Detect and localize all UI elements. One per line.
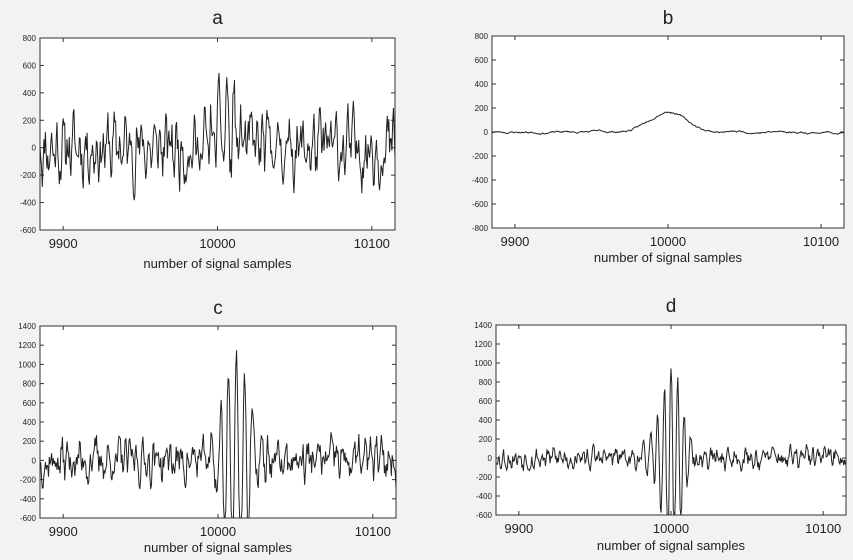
y-tick-label: 600 xyxy=(23,61,37,70)
y-tick-label: -400 xyxy=(20,495,37,504)
x-tick-label: 9900 xyxy=(49,236,78,251)
y-tick-label: -400 xyxy=(476,492,493,501)
plot-area xyxy=(39,37,396,231)
x-tick-label: 10000 xyxy=(199,236,235,251)
y-tick-label: -600 xyxy=(476,511,493,520)
y-tick-label: 800 xyxy=(475,32,489,41)
y-tick-label: 400 xyxy=(475,80,489,89)
y-tick-label: 400 xyxy=(23,89,37,98)
y-tick-label: 200 xyxy=(23,437,37,446)
y-tick-label: 0 xyxy=(488,454,493,463)
x-axis-label: number of signal samples xyxy=(594,250,743,265)
panel-title: a xyxy=(212,8,223,29)
y-tick-label: 1000 xyxy=(18,360,36,369)
panel-title: d xyxy=(666,296,677,317)
y-tick-label: 1400 xyxy=(18,322,36,331)
y-tick-label: -400 xyxy=(20,199,37,208)
y-tick-label: -200 xyxy=(20,476,37,485)
x-tick-label: 10000 xyxy=(653,521,689,536)
y-tick-label: 800 xyxy=(23,380,37,389)
x-tick-label: 10000 xyxy=(650,234,686,249)
y-tick-label: 0 xyxy=(484,128,489,137)
signal-trace-a xyxy=(40,72,395,201)
signal-trace-c xyxy=(40,350,396,518)
panel-title: b xyxy=(663,8,674,29)
plot-area xyxy=(39,325,397,519)
panel-b: b -800 -600 -400 -200 0 200 400 600 800 9900 10000 1… xyxy=(472,8,845,265)
x-tick-label: 9900 xyxy=(49,524,78,539)
x-tick-label: 10100 xyxy=(355,524,391,539)
plot-area xyxy=(495,324,847,516)
y-tick-label: 600 xyxy=(475,56,489,65)
y-tick-label: -600 xyxy=(20,514,37,523)
x-tick-label: 9900 xyxy=(504,521,533,536)
y-tick-label: 1200 xyxy=(474,340,492,349)
y-tick-label: 1000 xyxy=(474,359,492,368)
x-axis-label: number of signal samples xyxy=(143,256,292,271)
x-tick-label: 10100 xyxy=(354,236,390,251)
panel-d: d -600 -400 -200 0 200 400 600 800 1000 1200 1400 99… xyxy=(474,296,847,553)
y-tick-label: -600 xyxy=(472,200,489,209)
panel-a: a -600 -400 -200 0 200 400 600 800 9900 10000 10100… xyxy=(20,8,396,271)
y-tick-label: -400 xyxy=(472,176,489,185)
y-tick-label: 400 xyxy=(479,416,493,425)
y-tick-label: -200 xyxy=(472,152,489,161)
y-tick-label: -200 xyxy=(20,171,37,180)
signal-trace-d xyxy=(496,368,846,515)
y-tick-label: -200 xyxy=(476,473,493,482)
x-axis-label: number of signal samples xyxy=(144,540,293,555)
y-tick-label: -800 xyxy=(472,224,489,233)
y-tick-label: 1400 xyxy=(474,321,492,330)
y-tick-label: 200 xyxy=(479,435,493,444)
y-tick-label: 600 xyxy=(479,397,493,406)
x-axis-label: number of signal samples xyxy=(597,538,746,553)
signal-trace-b xyxy=(492,111,844,136)
x-tick-label: 10100 xyxy=(803,234,839,249)
y-tick-label: 800 xyxy=(23,34,37,43)
y-tick-label: 400 xyxy=(23,418,37,427)
y-tick-label: 200 xyxy=(23,116,37,125)
y-tick-label: -600 xyxy=(20,226,37,235)
y-tick-label: 0 xyxy=(32,456,37,465)
x-tick-label: 10000 xyxy=(200,524,236,539)
y-tick-label: 0 xyxy=(32,144,37,153)
panel-title: c xyxy=(213,298,223,319)
plot-area xyxy=(491,35,845,229)
y-tick-label: 600 xyxy=(23,399,37,408)
x-tick-label: 9900 xyxy=(500,234,529,249)
y-tick-label: 200 xyxy=(475,104,489,113)
panel-c: c -600 -400 -200 0 200 400 600 800 1000 1200 1400 99… xyxy=(18,298,397,555)
x-tick-label: 10100 xyxy=(805,521,841,536)
y-tick-label: 1200 xyxy=(18,341,36,350)
y-tick-label: 800 xyxy=(479,378,493,387)
